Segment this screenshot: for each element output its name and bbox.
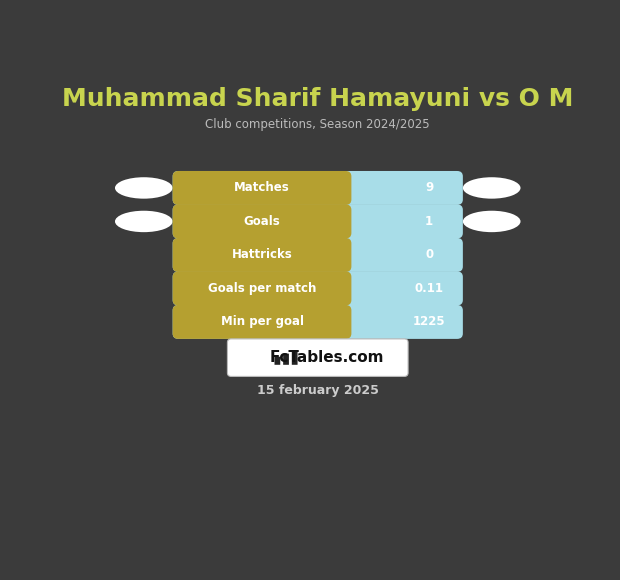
Text: Matches: Matches	[234, 182, 290, 194]
FancyBboxPatch shape	[172, 171, 463, 205]
Ellipse shape	[463, 177, 521, 199]
FancyBboxPatch shape	[172, 171, 352, 205]
Text: 0.11: 0.11	[415, 282, 444, 295]
FancyBboxPatch shape	[172, 205, 463, 238]
FancyBboxPatch shape	[172, 238, 352, 272]
FancyBboxPatch shape	[275, 357, 280, 365]
FancyBboxPatch shape	[228, 339, 408, 376]
FancyBboxPatch shape	[172, 305, 352, 339]
Text: Min per goal: Min per goal	[221, 316, 304, 328]
FancyBboxPatch shape	[333, 244, 348, 267]
Text: 0: 0	[425, 248, 433, 262]
FancyBboxPatch shape	[172, 305, 463, 339]
Text: Muhammad Sharif Hamayuni vs O M: Muhammad Sharif Hamayuni vs O M	[62, 86, 574, 111]
Ellipse shape	[115, 177, 172, 199]
FancyBboxPatch shape	[333, 277, 348, 300]
FancyBboxPatch shape	[333, 176, 348, 200]
Text: Goals per match: Goals per match	[208, 282, 316, 295]
FancyBboxPatch shape	[172, 205, 352, 238]
FancyBboxPatch shape	[172, 238, 463, 272]
Text: Hattricks: Hattricks	[232, 248, 293, 262]
FancyBboxPatch shape	[172, 271, 463, 306]
Text: 1225: 1225	[413, 316, 446, 328]
Text: Club competitions, Season 2024/2025: Club competitions, Season 2024/2025	[205, 118, 430, 130]
Text: 9: 9	[425, 182, 433, 194]
FancyBboxPatch shape	[172, 271, 352, 306]
Text: 1: 1	[425, 215, 433, 228]
Text: FcTables.com: FcTables.com	[270, 350, 384, 365]
FancyBboxPatch shape	[333, 310, 348, 333]
FancyBboxPatch shape	[283, 354, 289, 365]
FancyBboxPatch shape	[292, 350, 298, 365]
Text: 15 february 2025: 15 february 2025	[257, 384, 379, 397]
Ellipse shape	[115, 211, 172, 232]
FancyBboxPatch shape	[333, 210, 348, 233]
Text: Goals: Goals	[244, 215, 280, 228]
Ellipse shape	[463, 211, 521, 232]
